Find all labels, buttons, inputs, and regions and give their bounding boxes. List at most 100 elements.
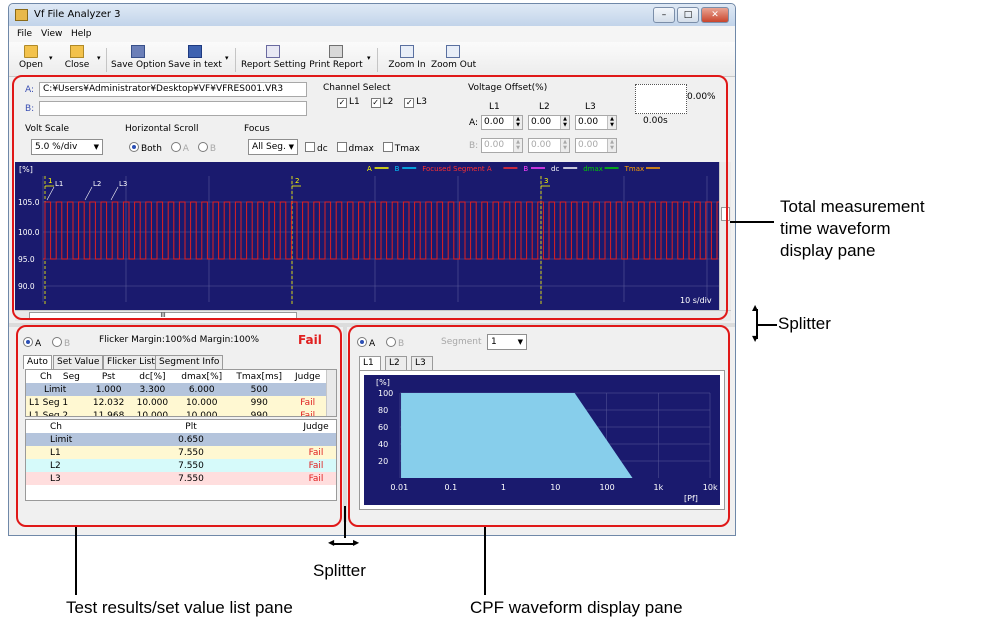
hscroll-a-radio[interactable]: A [170, 142, 189, 154]
spin-arrows-icon[interactable]: ▲ ▼ [607, 116, 616, 129]
channel-l1-checkbox[interactable]: ✓ L1 [337, 97, 360, 108]
results-b-radio[interactable]: B [52, 337, 70, 349]
tab-segment-info[interactable]: Segment Info [155, 355, 224, 369]
legend-label: Tmax [624, 165, 645, 173]
spin-arrows-icon[interactable]: ▲ ▼ [513, 116, 522, 129]
close-button[interactable]: ✕ [701, 7, 729, 23]
plt-header-ch: Ch [50, 421, 62, 432]
offset-b-l1-spinner[interactable]: 0.00 ▲ ▼ [481, 138, 523, 153]
segment-marker: 2 [295, 177, 299, 185]
focus-checks: dc dmax Tmax [305, 142, 420, 154]
annotation-splitter-right: Splitter [778, 314, 831, 333]
x-tick-label: 1 [501, 483, 506, 492]
check-icon: ✓ [337, 98, 347, 108]
zoom-out-label: Zoom Out [431, 60, 477, 70]
radio-icon [170, 142, 181, 152]
minimize-button[interactable]: – [653, 7, 675, 23]
annotation-leader-results [75, 527, 77, 595]
offset-b-l3-spinner[interactable]: 0.00 ▲ ▼ [575, 138, 617, 153]
save-text-button[interactable]: Save in text [168, 44, 222, 75]
open-dropdown-icon[interactable]: ▾ [49, 54, 53, 62]
menu-help[interactable]: Help [71, 29, 92, 39]
waveform-vertical-scrollbar[interactable] [719, 162, 731, 310]
spin-arrows-icon[interactable]: ▲ ▼ [560, 139, 569, 152]
offset-a-l2-spinner[interactable]: 0.00 ▲ ▼ [528, 115, 570, 130]
file-a-path-field[interactable]: C:¥Users¥Administrator¥Desktop¥VF¥VFRES0… [39, 82, 307, 97]
close-dropdown-icon[interactable]: ▾ [97, 54, 101, 62]
cpf-tab-l3[interactable]: L3 [411, 356, 433, 370]
cpf-plot[interactable]: [%] 100 80 60 40 20 0.01 0.1 1 10 100 1k 10k [Pf] [364, 375, 720, 505]
waveform-y-ticks: 105.0 100.0 95.0 90.0 [18, 198, 40, 291]
tmax-checkbox[interactable]: Tmax [382, 142, 420, 154]
y-tick-label: 20 [378, 457, 388, 466]
pst-table: Ch Seg Pst dc[%] dmax[%] Tmax[ms] Judge … [26, 370, 326, 416]
offset-col-l1: L1 [489, 102, 500, 112]
channel-marker: L3 [119, 180, 127, 188]
annotation-leader-splitter [757, 324, 777, 326]
volt-scale-dropdown[interactable]: 5.0 %/div ▼ [31, 139, 103, 155]
zoom-out-icon [446, 45, 460, 58]
table-row: Limit 1.000 3.300 6.000 500 [26, 383, 326, 396]
y-tick-label: 95.0 [18, 255, 35, 264]
segment-dropdown[interactable]: 1 ▼ [487, 334, 527, 350]
pst-header-pst: Pst [101, 371, 116, 382]
pst-table-scrollbar[interactable] [326, 370, 336, 416]
vertical-splitter[interactable] [343, 327, 347, 522]
open-button[interactable]: Open [15, 44, 47, 75]
hscroll-both-radio[interactable]: Both [129, 142, 162, 154]
report-setting-button[interactable]: Report Setting [241, 44, 306, 75]
cpf-tab-l1[interactable]: L1 [359, 356, 381, 370]
channel-l3-label: L3 [416, 97, 427, 107]
tab-auto[interactable]: Auto [23, 355, 52, 369]
cpf-a-radio[interactable]: A [357, 337, 375, 349]
report-setting-label: Report Setting [241, 60, 306, 70]
cpf-b-radio[interactable]: B [386, 337, 404, 349]
focus-dropdown[interactable]: All Seg. ▼ [248, 139, 298, 155]
close-file-button[interactable]: Close [61, 44, 93, 75]
spin-arrows-icon[interactable]: ▲ ▼ [607, 139, 616, 152]
cpf-area [401, 393, 633, 478]
channel-select-title: Channel Select [323, 83, 391, 93]
dmax-checkbox[interactable]: dmax [336, 142, 374, 154]
zoom-in-button[interactable]: Zoom In [387, 44, 427, 75]
floppy-disk-icon [188, 45, 202, 58]
hscroll-b-radio[interactable]: B [197, 142, 216, 154]
checkbox-icon [382, 142, 393, 152]
save-option-button[interactable]: Save Option [111, 44, 166, 75]
print-dropdown-icon[interactable]: ▾ [367, 54, 371, 62]
menu-file[interactable]: File [17, 29, 33, 39]
offset-a-l1-spinner[interactable]: 0.00 ▲ ▼ [481, 115, 523, 130]
cpf-pane: A B Segment 1 ▼ L1 L2 L3 [%] 100 80 60 40 20 … [353, 331, 733, 521]
dc-checkbox[interactable]: dc [305, 142, 328, 154]
scroll-thumb[interactable] [721, 207, 730, 221]
volt-scale-title: Volt Scale [25, 124, 70, 134]
pst-header-ch: Ch [40, 371, 52, 382]
channel-l3-checkbox[interactable]: ✓ L3 [404, 97, 427, 108]
cpf-tab-l2[interactable]: L2 [385, 356, 407, 370]
results-a-radio[interactable]: A [23, 337, 41, 349]
y-tick-label: 90.0 [18, 282, 35, 291]
maximize-button[interactable]: □ [677, 7, 699, 23]
check-icon: ✓ [370, 98, 381, 108]
annotation-total-pane: Total measurement time waveform display … [780, 197, 925, 260]
channel-l2-checkbox[interactable]: ✓ L2 [370, 97, 393, 108]
zoom-out-button[interactable]: Zoom Out [431, 44, 477, 75]
open-label: Open [18, 60, 44, 70]
print-report-button[interactable]: Print Report [308, 44, 364, 75]
pst-header-judge: Judge [295, 371, 321, 382]
tab-set-value[interactable]: Set Value [53, 355, 104, 369]
offset-b-l2-spinner[interactable]: 0.00 ▲ ▼ [528, 138, 570, 153]
chevron-down-icon: ▼ [517, 338, 523, 346]
file-b-path-field[interactable] [39, 101, 307, 116]
offset-a-l3-spinner[interactable]: 0.00 ▲ ▼ [575, 115, 617, 130]
plt-table: Ch Plt Judge Limit 0.650 L1 7.550 Fail L… [26, 420, 336, 485]
d-margin-text: d Margin:100% [191, 335, 260, 345]
menu-view[interactable]: View [41, 29, 63, 39]
save-dropdown-icon[interactable]: ▾ [225, 54, 229, 62]
spin-arrows-icon[interactable]: ▲ ▼ [513, 139, 522, 152]
x-tick-label: 100 [599, 483, 614, 492]
table-row: Limit 0.650 [26, 433, 336, 446]
table-row: L1 Seg 2 11.968 10.000 10.000 990 Fail [26, 409, 326, 416]
spin-arrows-icon[interactable]: ▲ ▼ [560, 116, 569, 129]
